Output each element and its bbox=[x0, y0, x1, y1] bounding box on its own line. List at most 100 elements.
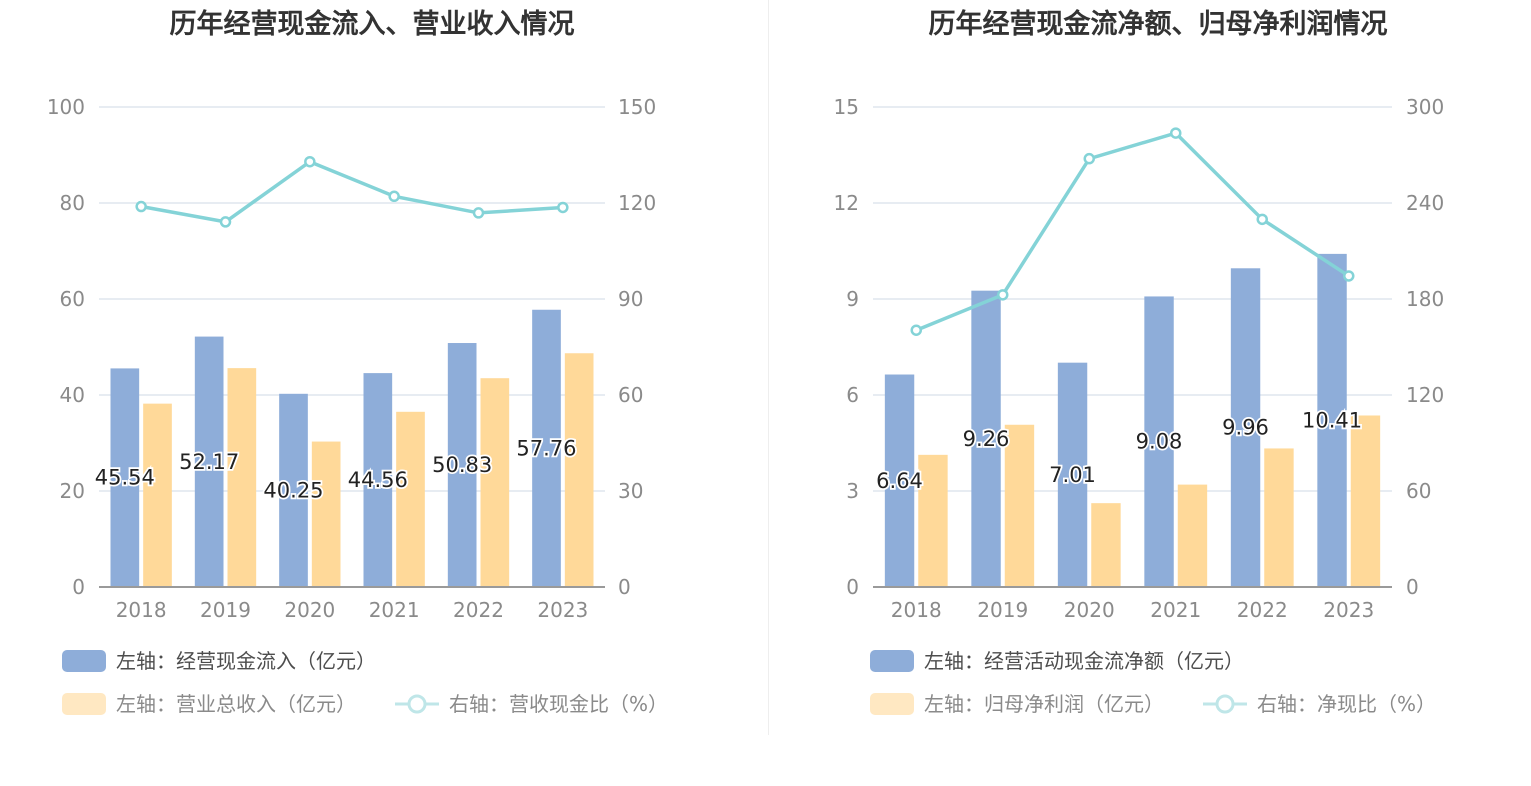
data-label: 50.83 bbox=[432, 453, 492, 477]
panel-divider bbox=[768, 0, 769, 735]
legend-swatch-bar-left bbox=[870, 650, 914, 672]
data-label: 57.76 bbox=[516, 436, 576, 460]
line-series bbox=[915, 131, 1350, 332]
right-axis-tick-label: 0 bbox=[618, 575, 631, 599]
bar-right-series bbox=[918, 454, 948, 587]
x-axis-tick-label: 2023 bbox=[537, 598, 588, 622]
left-axis-tick-label: 12 bbox=[834, 191, 859, 215]
data-label: 7.01 bbox=[1049, 463, 1096, 487]
x-axis-tick-label: 2022 bbox=[453, 598, 504, 622]
line-point bbox=[1343, 270, 1355, 282]
bar-left-series bbox=[363, 373, 393, 587]
legend-swatch-bar-right bbox=[870, 693, 914, 715]
legend-label: 右轴：营收现金比（%） bbox=[449, 692, 668, 716]
data-label: 9.08 bbox=[1136, 430, 1183, 454]
legend-swatch-bar-right bbox=[62, 693, 106, 715]
legend-swatch-line-marker bbox=[1215, 694, 1235, 714]
bar-left-series bbox=[110, 368, 140, 587]
left-axis-tick-label: 3 bbox=[846, 479, 859, 503]
bar-left-series bbox=[194, 336, 224, 587]
chart-title: 历年经营现金流入、营业收入情况 bbox=[170, 8, 575, 40]
bar-left-series bbox=[1057, 362, 1088, 587]
data-label: 6.64 bbox=[876, 469, 923, 493]
line-point bbox=[997, 289, 1009, 301]
legend-swatch-line-marker bbox=[407, 694, 427, 714]
left-axis-tick-label: 40 bbox=[60, 383, 85, 407]
bar-right-series bbox=[1350, 415, 1381, 587]
left-axis-tick-label: 20 bbox=[60, 479, 85, 503]
data-label: 9.96 bbox=[1222, 416, 1269, 440]
bar-right-series bbox=[311, 441, 341, 587]
line-point bbox=[388, 190, 400, 203]
left-axis-tick-label: 0 bbox=[846, 575, 859, 599]
bar-right-series bbox=[1177, 484, 1208, 587]
bar-left-series bbox=[884, 374, 915, 587]
line-point bbox=[1170, 127, 1182, 139]
x-axis-tick-label: 2021 bbox=[1150, 598, 1201, 622]
line-point bbox=[472, 207, 485, 219]
legend-swatch-bar-left bbox=[62, 650, 106, 672]
right-axis-tick-label: 30 bbox=[618, 479, 643, 503]
x-axis-tick-label: 2018 bbox=[116, 598, 167, 622]
left-axis-tick-label: 80 bbox=[60, 191, 85, 215]
bar-right-series bbox=[1264, 448, 1294, 587]
bar-left-series bbox=[1230, 268, 1261, 587]
x-axis-tick-label: 2019 bbox=[977, 598, 1028, 622]
chart-net-cashflow-profit: 历年经营现金流净额、归母净利润情况 0 0 3 60 6 120 9 180 12 240 15 300… bbox=[834, 8, 1445, 716]
bar-right-series bbox=[143, 403, 172, 587]
line-point bbox=[1083, 152, 1095, 165]
bar-left-series bbox=[532, 309, 561, 587]
bar-right-series bbox=[1004, 424, 1035, 587]
data-label: 52.17 bbox=[179, 450, 239, 474]
x-axis-tick-label: 2022 bbox=[1237, 598, 1288, 622]
line-series bbox=[140, 159, 563, 224]
bar-left-series bbox=[1317, 253, 1347, 587]
line-point bbox=[219, 216, 232, 228]
bar-left-series bbox=[279, 393, 308, 587]
chart-title: 历年经营现金流净额、归母净利润情况 bbox=[929, 8, 1388, 40]
right-axis-tick-label: 120 bbox=[618, 191, 656, 215]
x-axis-tick-label: 2023 bbox=[1323, 598, 1374, 622]
line-point bbox=[1256, 213, 1268, 226]
bar-right-series bbox=[227, 368, 257, 587]
right-axis-tick-label: 150 bbox=[618, 95, 656, 119]
legend-label: 左轴：经营现金流入（亿元） bbox=[116, 649, 376, 673]
bar-left-series bbox=[971, 290, 1001, 587]
data-label: 9.26 bbox=[963, 427, 1010, 451]
bar-right-series bbox=[396, 411, 425, 587]
legend-label: 左轴：归母净利润（亿元） bbox=[924, 692, 1164, 716]
right-axis-tick-label: 300 bbox=[1406, 95, 1444, 119]
data-label: 10.41 bbox=[1302, 408, 1362, 432]
left-axis-tick-label: 60 bbox=[60, 287, 85, 311]
data-label: 40.25 bbox=[263, 478, 323, 502]
right-axis-tick-label: 90 bbox=[618, 287, 643, 311]
legend-label: 左轴：营业总收入（亿元） bbox=[116, 692, 356, 716]
legend-label: 右轴：净现比（%） bbox=[1257, 692, 1436, 716]
x-axis-tick-label: 2020 bbox=[284, 598, 335, 622]
bar-left-series bbox=[1144, 296, 1174, 587]
left-axis-tick-label: 6 bbox=[846, 383, 859, 407]
bar-right-series bbox=[480, 378, 510, 587]
bar-right-series bbox=[564, 353, 594, 587]
x-axis-tick-label: 2021 bbox=[369, 598, 420, 622]
line-point bbox=[304, 155, 316, 168]
x-axis-tick-label: 2019 bbox=[200, 598, 251, 622]
x-axis-tick-label: 2018 bbox=[891, 598, 942, 622]
right-axis-tick-label: 0 bbox=[1406, 575, 1419, 599]
right-axis-tick-label: 60 bbox=[1406, 479, 1431, 503]
bar-left-series bbox=[447, 343, 477, 587]
right-axis-tick-label: 180 bbox=[1406, 287, 1444, 311]
left-axis-tick-label: 100 bbox=[47, 95, 85, 119]
line-point bbox=[135, 200, 147, 213]
legend-label: 左轴：经营活动现金流净额（亿元） bbox=[924, 649, 1244, 673]
right-axis-tick-label: 60 bbox=[618, 383, 643, 407]
left-axis-tick-label: 15 bbox=[834, 95, 859, 119]
right-axis-tick-label: 120 bbox=[1406, 383, 1444, 407]
right-axis-tick-label: 240 bbox=[1406, 191, 1444, 215]
x-axis-tick-label: 2020 bbox=[1064, 598, 1115, 622]
line-point bbox=[910, 324, 922, 336]
left-axis-tick-label: 0 bbox=[72, 575, 85, 599]
bar-right-series bbox=[1091, 503, 1121, 587]
line-point bbox=[557, 201, 569, 214]
